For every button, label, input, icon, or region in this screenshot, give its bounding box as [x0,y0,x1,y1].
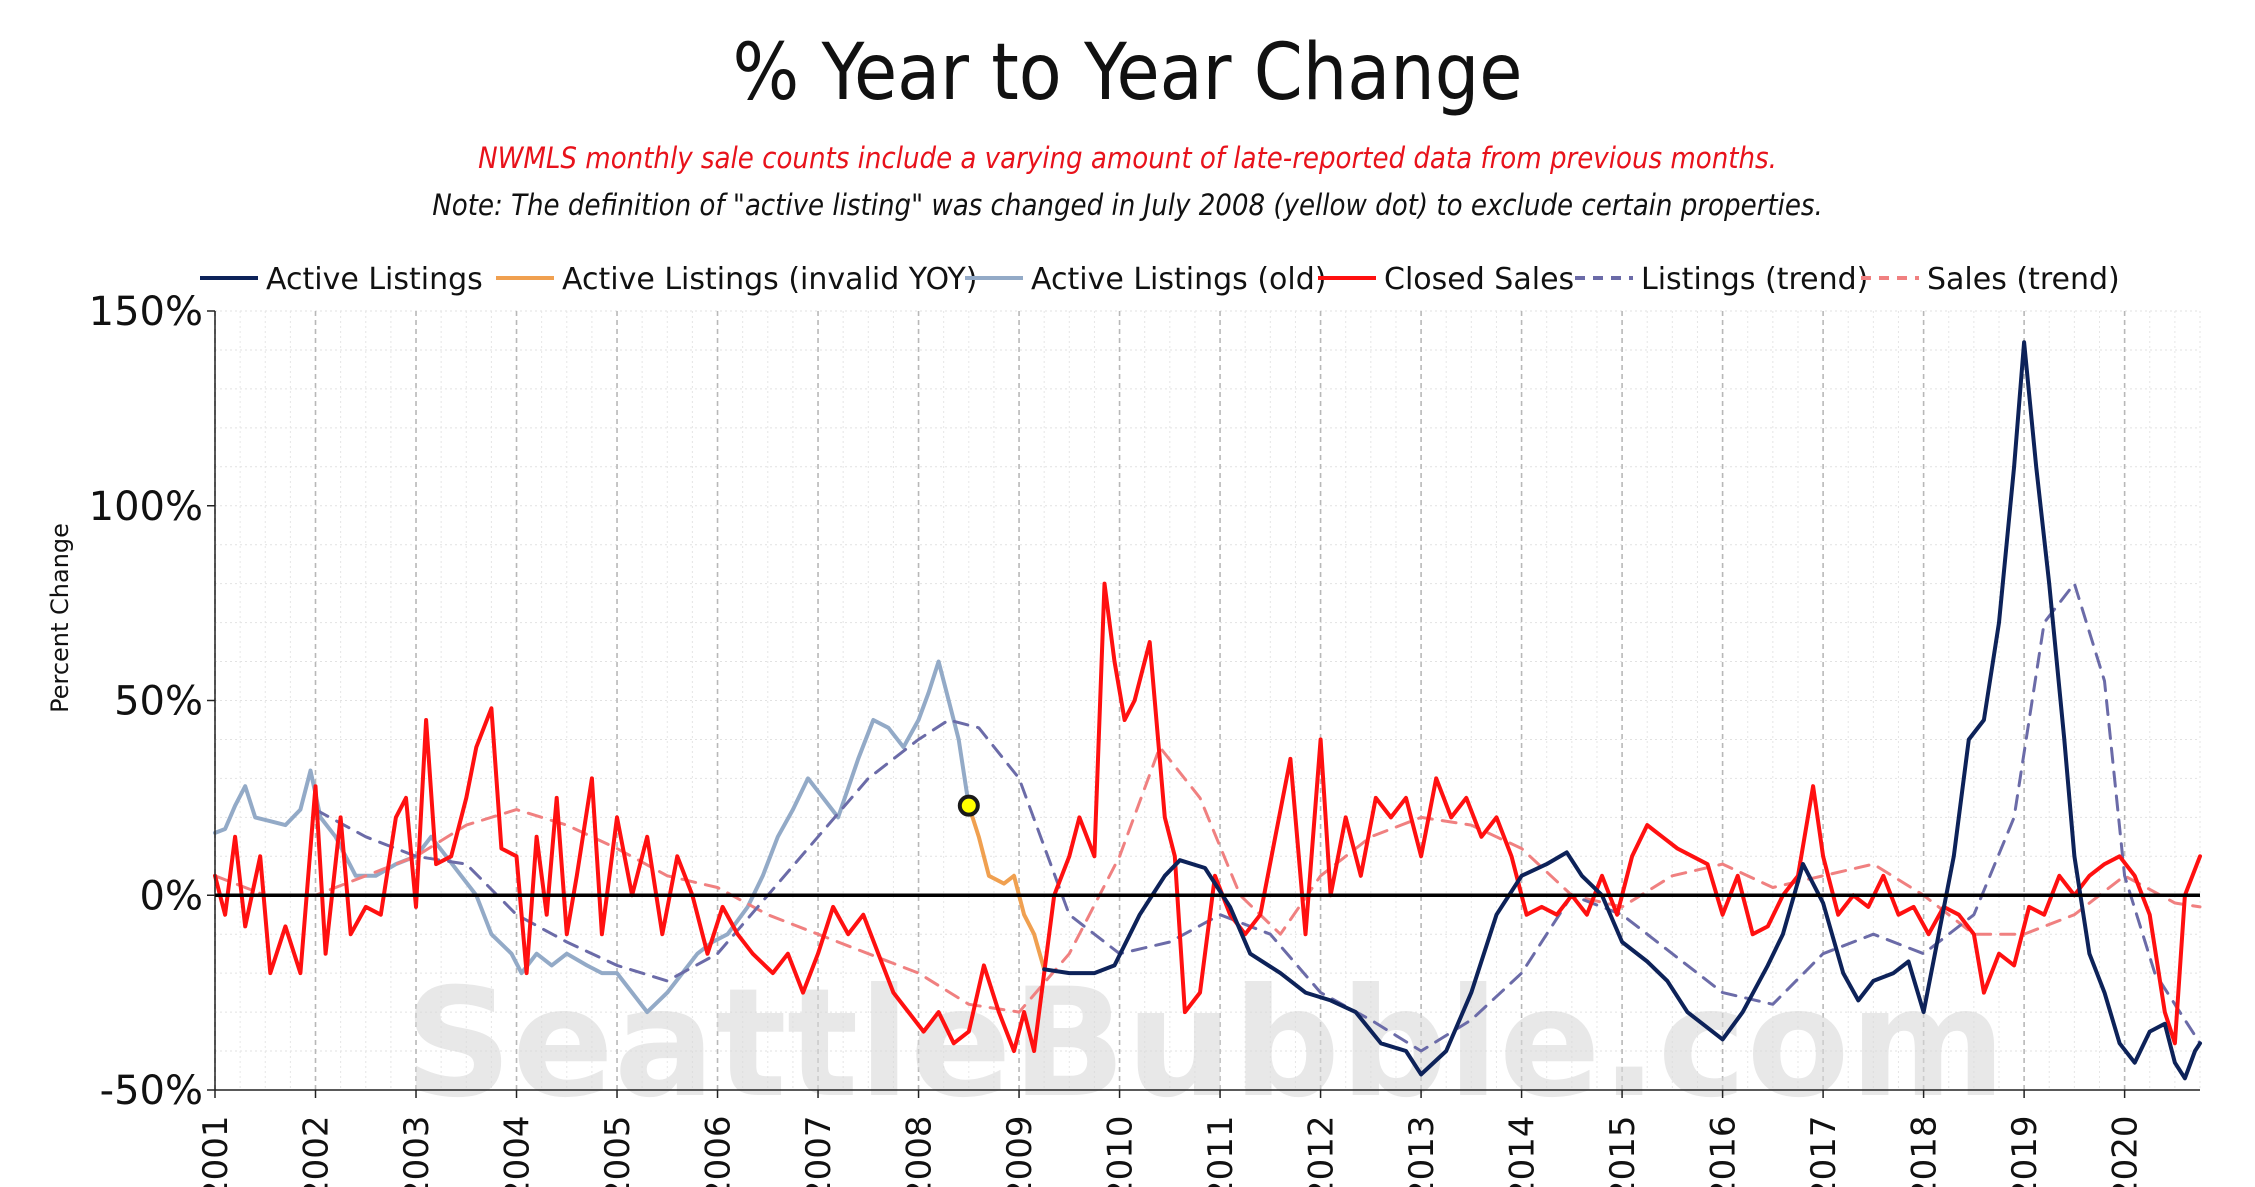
x-tick-label: 2010 [1101,1115,1141,1187]
x-tick-label: 2015 [1603,1115,1643,1187]
x-tick-label: 2019 [2005,1115,2045,1187]
x-tick-label: 2018 [1905,1115,1945,1187]
x-tick-label: 2001 [196,1115,236,1187]
series-lines [213,340,2202,1081]
legend-label: Active Listings (invalid YOY) [562,262,977,297]
watermark: SeattleBubble.com [404,957,2006,1131]
chart-subtitle: NWMLS monthly sale counts include a vary… [478,141,1777,175]
x-tick-label: 2016 [1704,1115,1744,1187]
x-tick-label: 2008 [900,1115,940,1187]
legend-label: Active Listings (old) [1031,262,1326,297]
x-tick-label: 2007 [799,1115,839,1187]
yellow-dot-marker [957,794,980,817]
x-tick-label: 2011 [1201,1115,1241,1187]
chart-title: % Year to Year Change [732,28,1523,118]
y-axis-label: Percent Change [46,523,74,713]
legend-label: Sales (trend) [1927,262,2120,297]
x-tick-label: 2013 [1402,1115,1442,1187]
legend-label: Listings (trend) [1641,262,1868,297]
legend: Active Listings Active Listings (invalid … [200,262,2120,297]
series-line-closed-sales [213,581,2202,1053]
x-tick-label: 2014 [1503,1115,1543,1187]
series-line-active-listings-invalid-yoy [966,803,1047,972]
y-tick-label: 100% [89,484,203,530]
axes: -50% 0% 50% 100% 150% 2001 2002 2003 2004 2005 200… [89,289,2200,1187]
y-tick-label: 0% [140,873,203,919]
x-tick-label: 2005 [598,1115,638,1187]
grid-lines [214,310,2201,1091]
y-tick-label: 150% [89,289,203,335]
chart-note: Note: The definition of "active listing"… [432,188,1823,222]
legend-label: Closed Sales [1384,262,1574,297]
series-line-active-listings [1042,340,2202,1081]
x-tick-label: 2004 [498,1115,538,1187]
x-tick-label: 2009 [1000,1115,1040,1187]
x-tick-label: 2012 [1302,1115,1342,1187]
y-tick-label: 50% [114,679,203,725]
x-tick-label: 2003 [397,1115,437,1187]
y-tick-label: -50% [100,1068,203,1114]
watermark-text: SeattleBubble.com [404,957,2006,1131]
x-tick-label: 2002 [297,1115,337,1187]
x-tick-label: 2020 [2106,1115,2146,1187]
legend-label: Active Listings [266,262,483,297]
x-tick-label: 2006 [699,1115,739,1187]
series-line-listings-trend [314,582,2202,1053]
x-tick-label: 2017 [1804,1115,1844,1187]
